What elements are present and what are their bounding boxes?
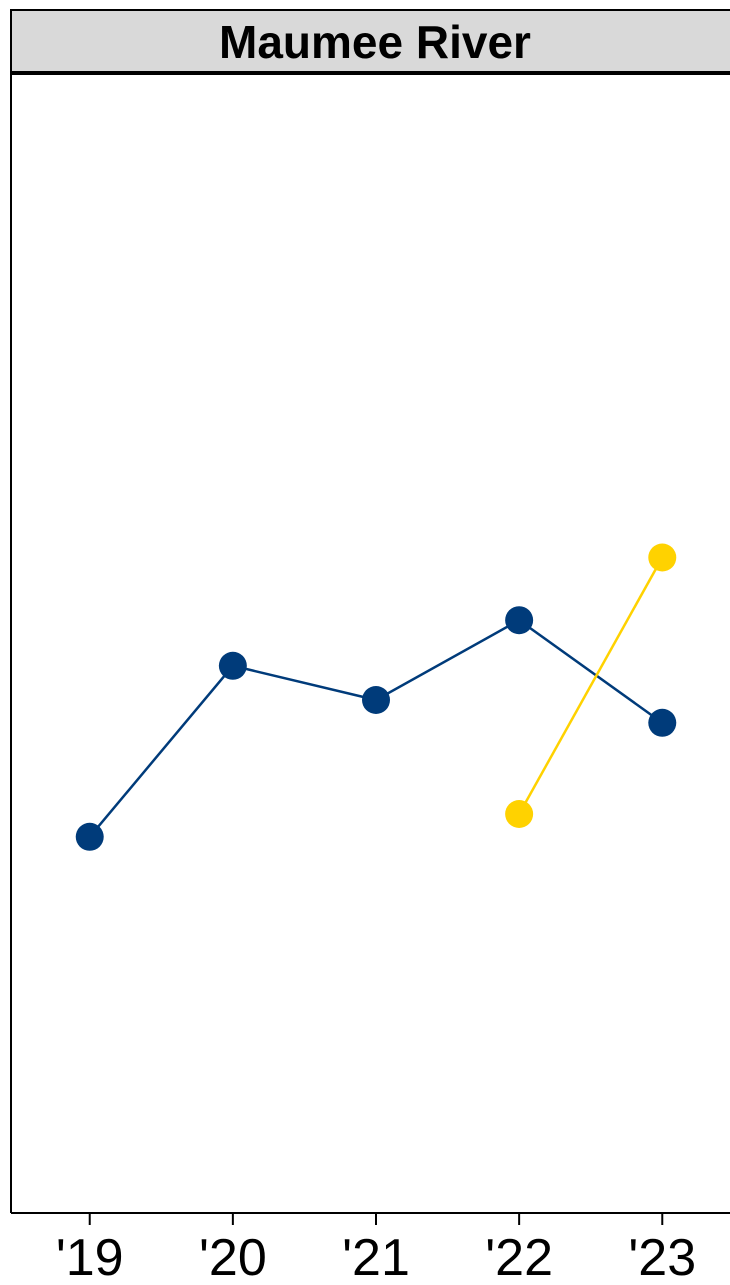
series-2-point-'22 [505,800,534,828]
series-2 [505,543,677,828]
x-tick-label: '20 [199,1229,267,1285]
x-tick-label: '22 [485,1229,553,1285]
series-layer [75,543,677,851]
series-1 [75,606,677,851]
x-tick-label: '23 [628,1229,696,1285]
x-axis: '19 '20 '21 '22 '23 [56,1213,696,1285]
series-1-point-'22 [505,606,534,635]
x-tick-label: '19 [56,1229,124,1285]
facet-strip: Maumee River [10,9,730,74]
facet-strip-title: Maumee River [219,16,531,68]
series-1-point-'20 [218,651,247,680]
facet-strip-background [10,9,730,74]
series-1-point-'19 [75,822,104,851]
series-2-point-'23 [648,543,677,572]
x-tick-label: '21 [342,1229,410,1285]
plot-panel [10,71,730,1214]
series-1-point-'21 [362,686,390,714]
series-1-point-'23 [648,708,677,737]
series-2-line [518,556,664,815]
panel-background [11,73,730,1213]
